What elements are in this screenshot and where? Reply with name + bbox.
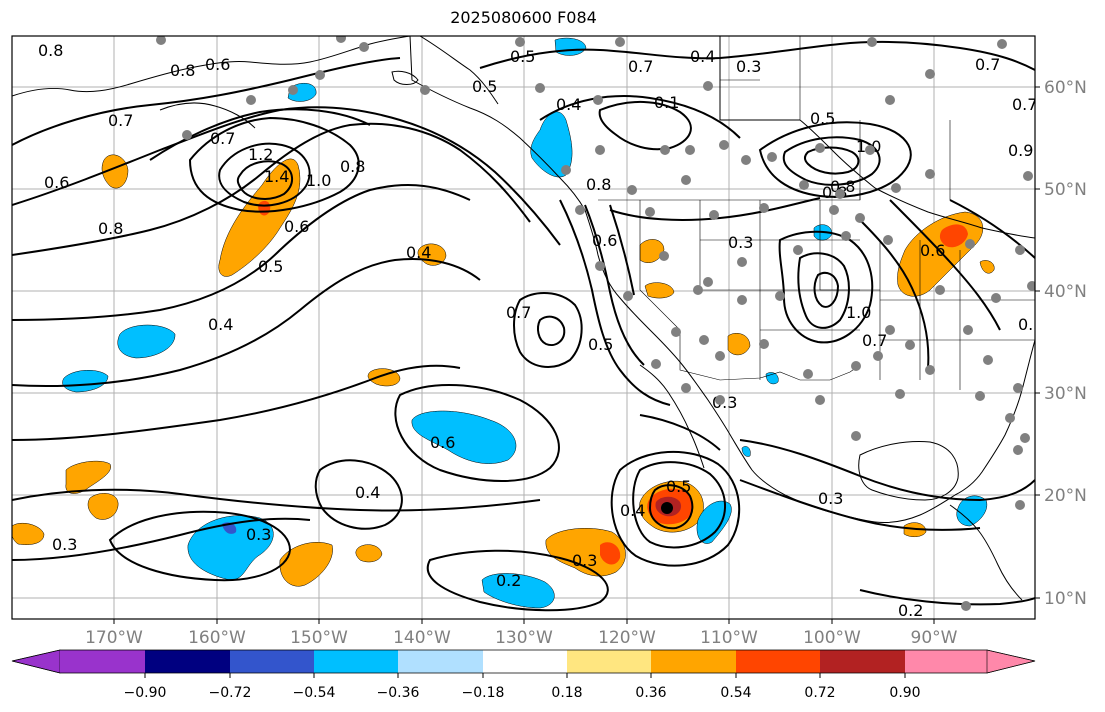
contour-label: 0.4 xyxy=(620,501,645,520)
contour-label: 0.6 xyxy=(920,241,945,260)
colorbar-tick: −0.54 xyxy=(293,685,336,701)
contour-label: 0.7 xyxy=(108,111,133,130)
contour-label: 0.3 xyxy=(52,535,77,554)
map-area: 0.8 0.8 0.6 0.7 0.7 0.6 1.2 1.4 1.0 0.8 … xyxy=(12,36,1043,620)
contour-label: 0.6 xyxy=(592,231,617,250)
contour-label: 1.0 xyxy=(306,171,331,190)
colorbar-segment xyxy=(986,649,1036,674)
colorbar-segment xyxy=(145,650,230,673)
contour-label: 0.6 xyxy=(205,55,230,74)
contour-label: 0.5 xyxy=(588,335,613,354)
contour-label: 0.3 xyxy=(246,525,271,544)
contour-label: 0.7 xyxy=(862,331,887,350)
colorbar-segment xyxy=(483,650,567,673)
contour-label: 0.7 xyxy=(628,57,653,76)
contour-label: 0.3 xyxy=(572,551,597,570)
contour-label: 0.5 xyxy=(810,109,835,128)
contour-label: 0.3 xyxy=(728,233,753,252)
lon-label: 120°W xyxy=(598,628,656,648)
contour-label: 0.2 xyxy=(898,601,923,620)
colorbar-segment xyxy=(230,650,314,673)
contour-label: 0.7 xyxy=(506,303,531,322)
contour-label: 0.1 xyxy=(654,93,679,112)
contour-label: 0.8 xyxy=(38,41,63,60)
colorbar-tick: 0.36 xyxy=(635,685,666,701)
contour-label: 1.2 xyxy=(248,145,273,164)
colorbar-segment xyxy=(11,649,61,674)
lat-label: 30°N xyxy=(1044,384,1087,404)
contour-label: 0.8 xyxy=(170,61,195,80)
contour-label: 0.7 xyxy=(975,55,1000,74)
colorbar-segment xyxy=(736,650,820,673)
contour-label: 1.0 xyxy=(846,303,871,322)
latitude-labels: 60°N 50°N 40°N 30°N 20°N 10°N xyxy=(1044,78,1087,609)
lon-label: 90°W xyxy=(911,628,958,648)
contour-label: 0.4 xyxy=(556,95,581,114)
contour-label: 0.8 xyxy=(98,219,123,238)
longitude-labels: 170°W 160°W 150°W 140°W 130°W 120°W 110°… xyxy=(85,628,958,648)
plot-title: 2025080600 F084 xyxy=(450,8,597,27)
borders xyxy=(598,36,1035,390)
colorbar-segment xyxy=(567,650,651,673)
colorbar-tick: 0.18 xyxy=(551,685,582,701)
colorbar-tick: −0.72 xyxy=(209,685,252,701)
colorbar-tick: 0.90 xyxy=(889,685,920,701)
contour-label: 0.7 xyxy=(1012,95,1037,114)
contour-label: 0.8 xyxy=(586,175,611,194)
contour-label: 0.5 xyxy=(258,257,283,276)
colorbar-tick: −0.90 xyxy=(124,685,167,701)
contour-label: 0.3 xyxy=(818,489,843,508)
contour-label: 0.6 xyxy=(430,433,455,452)
axis-ticks xyxy=(113,86,1040,624)
contour-label: 0.3 xyxy=(736,57,761,76)
lon-label: 110°W xyxy=(700,628,758,648)
lon-label: 100°W xyxy=(803,628,861,648)
contour-label: 0.8 xyxy=(340,157,365,176)
lon-label: 150°W xyxy=(290,628,348,648)
contour-label: 0.6 xyxy=(44,173,69,192)
lat-label: 10°N xyxy=(1044,589,1087,609)
lon-label: 140°W xyxy=(393,628,451,648)
station-markers xyxy=(156,36,1035,611)
colorbar-tick: 0.54 xyxy=(720,685,751,701)
lon-label: 170°W xyxy=(85,628,143,648)
contour-label: 0.4 xyxy=(355,483,380,502)
contour-label: 0.7 xyxy=(210,129,235,148)
lon-label: 130°W xyxy=(495,628,553,648)
lon-label: 160°W xyxy=(188,628,246,648)
contour-label: 0.4 xyxy=(406,243,431,262)
contour-label: 0.2 xyxy=(496,571,521,590)
colorbar-segment xyxy=(398,650,483,673)
contour-lines xyxy=(12,40,1035,612)
contour-label: 0.5 xyxy=(666,477,691,496)
contour-label: 0.4 xyxy=(208,315,233,334)
colorbar-tick: 0.72 xyxy=(804,685,835,701)
contour-label: 0.4 xyxy=(690,47,715,66)
contour-label: 0.5 xyxy=(472,77,497,96)
lat-label: 60°N xyxy=(1044,78,1087,98)
colorbar-segment xyxy=(820,650,905,673)
contour-label: 0.3 xyxy=(1018,315,1043,334)
graticule xyxy=(12,36,1035,619)
lat-label: 40°N xyxy=(1044,282,1087,302)
contour-label-group: 0.8 0.8 0.6 0.7 0.7 0.6 1.2 1.4 1.0 0.8 … xyxy=(38,41,1043,620)
colorbar-segment xyxy=(60,650,145,673)
colorbar: −0.90 −0.72 −0.54 −0.36 −0.18 0.18 0.36 … xyxy=(11,649,1036,701)
lat-label: 50°N xyxy=(1044,180,1087,200)
contour-label: 0.9 xyxy=(1008,141,1033,160)
colorbar-segment xyxy=(651,650,736,673)
colorbar-segment xyxy=(314,650,398,673)
contour-label: 1.4 xyxy=(264,167,289,186)
colorbar-tick: −0.36 xyxy=(377,685,420,701)
colorbar-tick: −0.18 xyxy=(462,685,505,701)
colorbar-segment xyxy=(905,650,987,673)
contour-label: 0.5 xyxy=(510,47,535,66)
lat-label: 20°N xyxy=(1044,486,1087,506)
contour-label: 0.6 xyxy=(284,217,309,236)
